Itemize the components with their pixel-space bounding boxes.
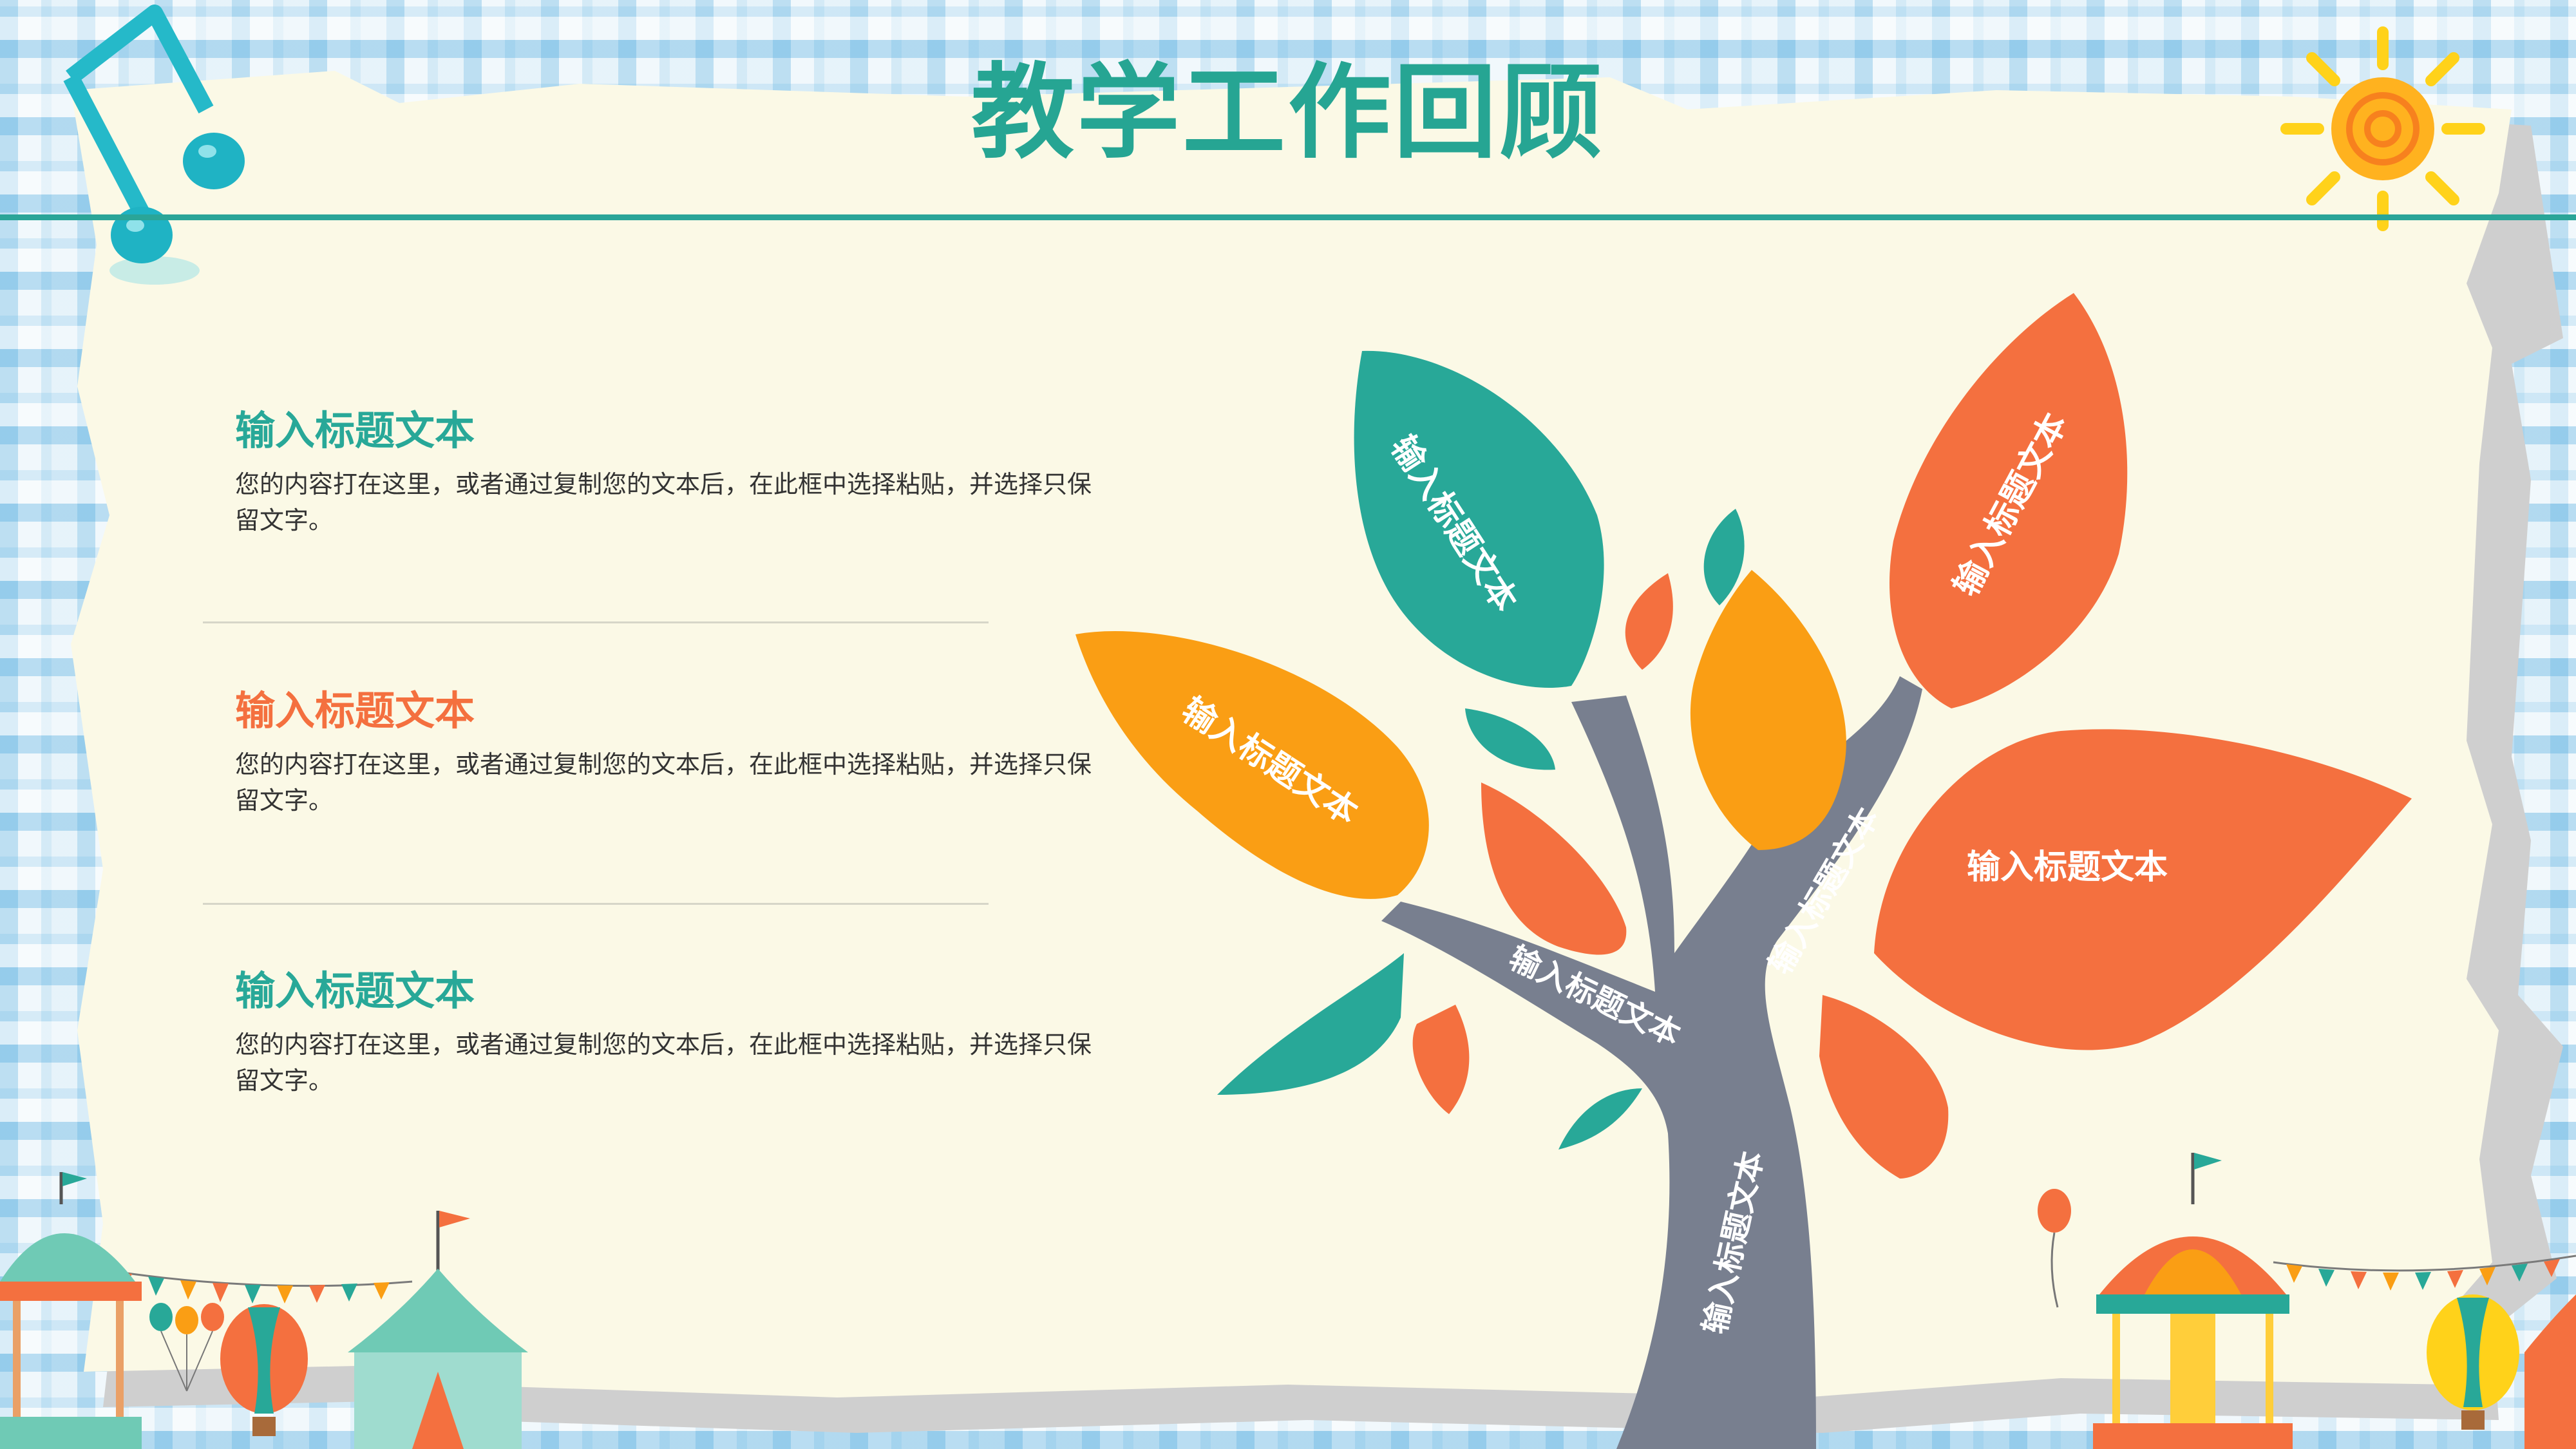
carousel-icon [0, 1172, 142, 1449]
leaf-teal-tiny [1558, 1088, 1642, 1150]
leaf-orange-right [1874, 729, 2412, 1050]
leaf-teal-large [1354, 350, 1604, 688]
bunting-flags [2273, 1255, 2576, 1291]
fairground-right [2038, 1153, 2576, 1449]
balloon-icon [149, 1303, 224, 1392]
leaf-teal-lower [1217, 953, 1404, 1095]
fairground-left [0, 1172, 528, 1449]
divider [203, 903, 989, 905]
leaf-label: 输入标题文本 [1967, 848, 2168, 887]
title-divider [0, 214, 2576, 220]
tree-trunk [1381, 676, 1922, 1449]
leaf-teal-small [1465, 708, 1555, 770]
block-heading: 输入标题文本 [235, 407, 475, 454]
block-body: 您的内容打在这里，或者通过复制您的文本后，在此框中选择粘贴，并选择只保留文字。 [235, 750, 1092, 815]
leaf-amber-mid [1690, 570, 1846, 850]
text-block-2: 输入标题文本 您的内容打在这里，或者通过复制您的文本后，在此框中选择粘贴，并选择… [235, 691, 1092, 819]
leaf-orange-dot [1625, 573, 1673, 670]
sun-icon [2280, 26, 2485, 231]
block-body: 您的内容打在这里，或者通过复制您的文本后，在此框中选择粘贴，并选择只保留文字。 [235, 1030, 1092, 1095]
block-body: 您的内容打在这里，或者通过复制您的文本后，在此框中选择粘贴，并选择只保留文字。 [235, 470, 1092, 535]
leaf-orange-tiny [1412, 1005, 1470, 1114]
leaf-orange-small [1481, 782, 1627, 955]
circus-tent-icon [2524, 1294, 2576, 1449]
hot-air-balloon-icon [220, 1304, 308, 1436]
page-title: 教学工作回顾 [971, 52, 1605, 173]
hot-air-balloon-icon [2427, 1294, 2519, 1430]
block-heading: 输入标题文本 [235, 687, 475, 734]
circus-tent-icon [348, 1211, 528, 1449]
divider [203, 621, 989, 623]
block-heading: 输入标题文本 [235, 967, 475, 1014]
balloon-icon [2038, 1189, 2071, 1308]
text-block-1: 输入标题文本 您的内容打在这里，或者通过复制您的文本后，在此框中选择粘贴，并选择… [235, 411, 1092, 538]
leaf-orange-bottom [1819, 995, 1949, 1179]
music-note-icon [63, 5, 245, 285]
leaf-orange-top [1889, 293, 2128, 708]
bunting-flags [96, 1267, 413, 1303]
text-block-3: 输入标题文本 您的内容打在这里，或者通过复制您的文本后，在此框中选择粘贴，并选择… [235, 971, 1092, 1099]
leaf-teal-dot [1703, 509, 1745, 605]
carousel-icon [2093, 1153, 2293, 1449]
leaf-amber-large [1075, 630, 1429, 899]
